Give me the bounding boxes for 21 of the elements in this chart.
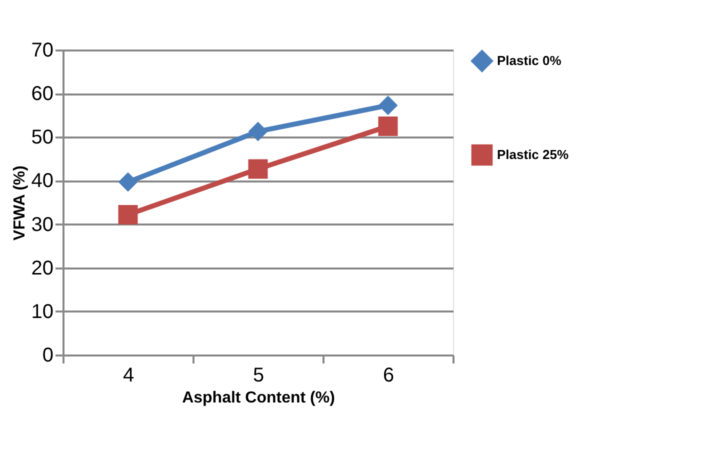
point — [248, 122, 268, 142]
y-tick-label: 20 — [31, 257, 54, 280]
point — [118, 172, 138, 192]
point — [118, 204, 138, 224]
y-tick-label: 70 — [31, 40, 54, 62]
y-tick-label: 0 — [42, 344, 54, 366]
y-tick-label: 50 — [31, 126, 54, 149]
x-axis-title: Asphalt Content (%) — [182, 390, 335, 406]
x-tick-label: 4 — [122, 364, 134, 386]
y-axis-title: VFWA (%) — [11, 166, 28, 240]
x-tick-label: 5 — [252, 364, 264, 386]
point — [378, 116, 398, 136]
legend-label: Plastic 0% — [497, 53, 562, 68]
y-tick-label: 10 — [31, 300, 54, 323]
x-tick-label: 6 — [382, 364, 394, 386]
y-tick-label: 30 — [31, 214, 54, 236]
y-tick-label: 40 — [31, 170, 54, 192]
point — [248, 159, 268, 179]
legend-label: Plastic 25% — [497, 147, 569, 162]
y-tick-label: 60 — [31, 83, 54, 106]
point — [378, 96, 398, 116]
